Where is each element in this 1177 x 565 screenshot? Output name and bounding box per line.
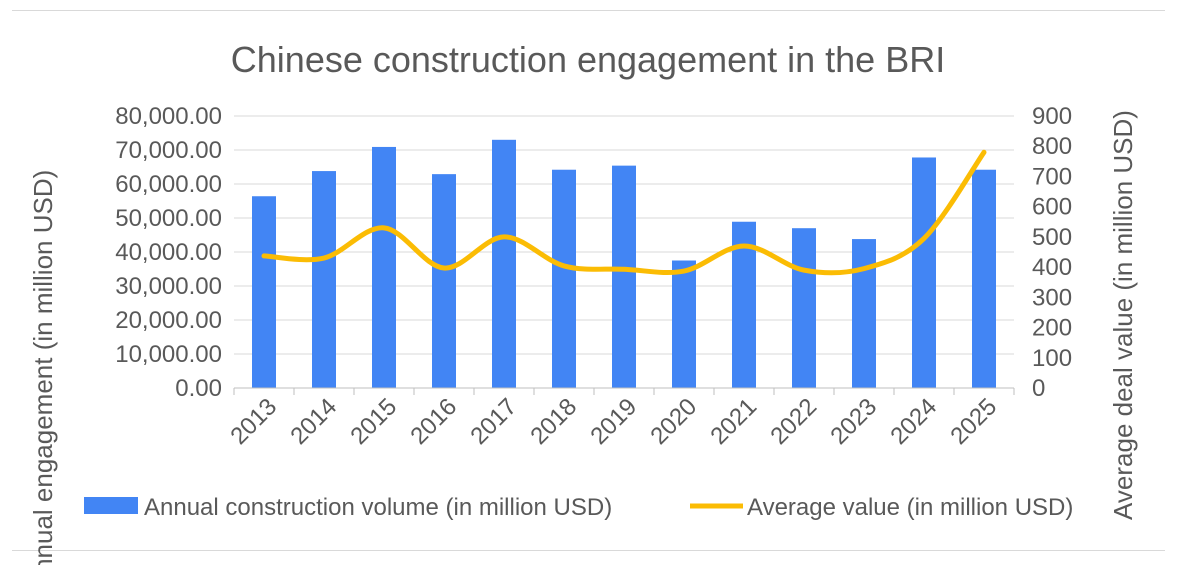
legend-label-line: Average value (in million USD) (747, 494, 1073, 521)
x-tick-label: 2023 (825, 393, 882, 450)
x-tick-label: 2018 (525, 393, 582, 450)
bar (432, 174, 456, 388)
x-tick-label: 2022 (765, 393, 822, 450)
x-tick-label: 2013 (225, 393, 282, 450)
left-tick-label: 10,000.00 (115, 341, 222, 368)
left-tick-label: 50,000.00 (115, 205, 222, 232)
bar (792, 228, 816, 388)
bar (552, 169, 576, 388)
right-tick-label: 500 (1032, 224, 1072, 251)
x-tick-label: 2014 (285, 393, 342, 450)
left-tick-label: 30,000.00 (115, 273, 222, 300)
legend-label-bars: Annual construction volume (in million U… (144, 494, 612, 521)
right-tick-label: 300 (1032, 284, 1072, 311)
average-value-line (261, 149, 987, 276)
bar (612, 165, 636, 388)
bar (252, 196, 276, 388)
bar (372, 146, 396, 388)
legend: Annual construction volume (in million U… (84, 494, 1073, 521)
x-tick-label: 2024 (885, 393, 942, 450)
left-axis-label: Annual engagement (in million USD) (28, 170, 58, 565)
right-tick-label: 800 (1032, 133, 1072, 160)
right-tick-label: 100 (1032, 345, 1072, 372)
x-tick-label: 2021 (705, 393, 762, 450)
left-tick-label: 0.00 (175, 375, 222, 402)
bar (912, 157, 936, 388)
right-tick-label: 200 (1032, 315, 1072, 342)
bar (672, 260, 696, 388)
top-border (12, 10, 1165, 11)
right-axis-ticks: 0 100 200 300 400 500 600 700 800 900 (1032, 103, 1072, 402)
left-tick-label: 40,000.00 (115, 239, 222, 266)
x-tick-label: 2016 (405, 393, 462, 450)
bar (972, 169, 996, 388)
bottom-border (12, 550, 1165, 551)
left-tick-label: 70,000.00 (115, 137, 222, 164)
bar (312, 171, 336, 388)
x-tick-label: 2020 (645, 393, 702, 450)
legend-swatch-bars (84, 497, 138, 514)
x-tick-label: 2019 (585, 393, 642, 450)
left-tick-label: 20,000.00 (115, 307, 222, 334)
left-tick-label: 60,000.00 (115, 171, 222, 198)
right-axis-label: Average deal value (in million USD) (1108, 110, 1138, 520)
right-tick-label: 700 (1032, 163, 1072, 190)
right-tick-label: 900 (1032, 103, 1072, 130)
left-axis-ticks: 0.00 10,000.00 20,000.00 30,000.00 40,000.00… (115, 103, 222, 402)
x-tick-label: 2015 (345, 393, 402, 450)
axes (233, 387, 1015, 395)
chart-title: Chinese construction engagement in the B… (231, 39, 945, 80)
x-tick-label: 2025 (945, 393, 1002, 450)
left-tick-label: 80,000.00 (115, 103, 222, 130)
x-axis-ticks: 2013 2014 2015 2016 2017 2018 2019 2020 2021 2022… (225, 393, 1002, 450)
x-tick-label: 2017 (465, 393, 522, 450)
right-tick-label: 0 (1032, 375, 1045, 402)
bar (852, 239, 876, 388)
bar (492, 139, 516, 388)
right-tick-label: 600 (1032, 194, 1072, 221)
right-tick-label: 400 (1032, 254, 1072, 281)
bar-series (252, 139, 996, 388)
